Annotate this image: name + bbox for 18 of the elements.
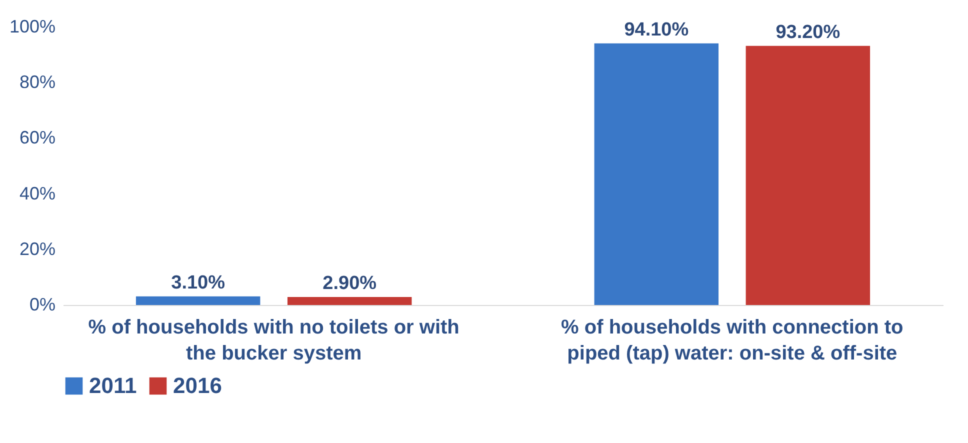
- y-tick-label: 80%: [19, 72, 56, 92]
- bar: [287, 296, 412, 305]
- x-tick-label: % of households with no toilets or with the bucker system: [88, 316, 460, 364]
- bar: [746, 46, 870, 305]
- data-label: 93.20%: [776, 22, 840, 43]
- y-tick-label: 60%: [19, 128, 56, 148]
- y-tick-label: 20%: [19, 238, 56, 259]
- x-tick-label: % of households with connection to piped (tap) water: on-site & off-site: [561, 316, 904, 364]
- y-tick-label: 100%: [9, 16, 56, 36]
- bar: [136, 296, 260, 305]
- bar: [594, 43, 719, 305]
- y-tick-label: 0%: [29, 294, 56, 314]
- legend-label: 2011: [89, 373, 137, 398]
- legend-label: 2016: [173, 373, 222, 398]
- y-tick-label: 40%: [19, 183, 56, 204]
- data-label: 3.10%: [171, 272, 226, 294]
- data-label: 2.90%: [322, 272, 377, 294]
- data-label: 94.10%: [624, 19, 689, 40]
